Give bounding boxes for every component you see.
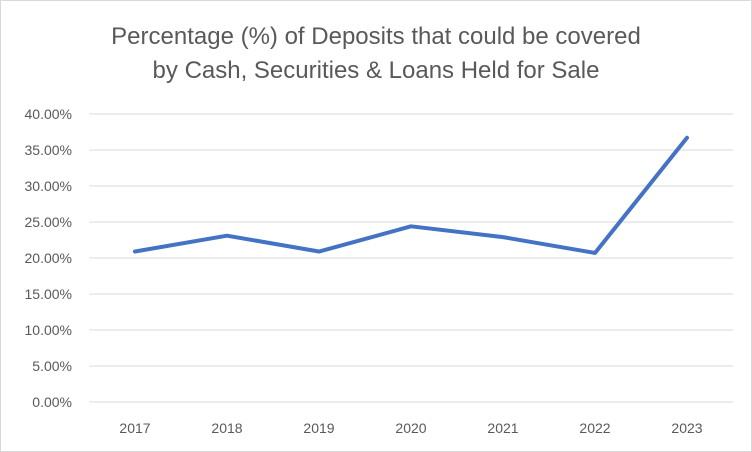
y-tick-label: 15.00% (25, 286, 72, 302)
chart-title-line-1: Percentage (%) of Deposits that could be… (111, 23, 641, 50)
y-tick-label: 20.00% (25, 250, 72, 266)
y-tick-label: 10.00% (25, 322, 72, 338)
y-tick-label: 5.00% (32, 358, 72, 374)
y-tick-label: 30.00% (25, 178, 72, 194)
y-tick-label: 40.00% (25, 106, 72, 122)
x-tick-label: 2022 (579, 420, 610, 436)
y-tick-label: 25.00% (25, 214, 72, 230)
series-line (133, 135, 689, 255)
x-tick-label: 2019 (303, 420, 334, 436)
x-tick-label: 2017 (119, 420, 150, 436)
chart-title-line-2: by Cash, Securities & Loans Held for Sal… (152, 57, 600, 84)
x-tick-label: 2018 (211, 420, 242, 436)
y-tick-label: 0.00% (32, 394, 72, 410)
x-tick-label: 2020 (395, 420, 426, 436)
y-tick-label: 35.00% (25, 142, 72, 158)
x-tick-label: 2023 (671, 420, 702, 436)
x-tick-label: 2021 (487, 420, 518, 436)
